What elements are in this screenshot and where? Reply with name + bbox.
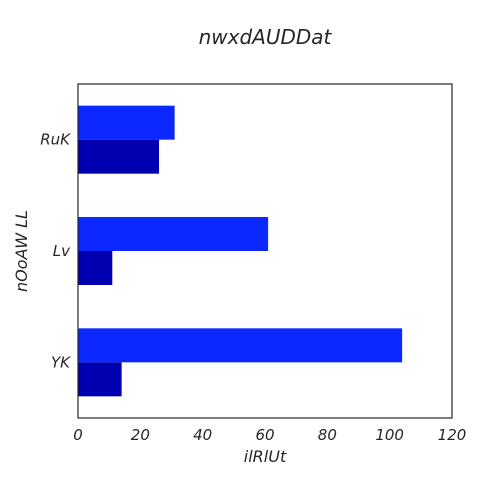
x-tick-label-80: 80 bbox=[318, 426, 337, 444]
x-tick-label-20: 20 bbox=[131, 426, 150, 444]
y-tick-label-ruk: RuK bbox=[40, 131, 71, 149]
bar-yk-series-1 bbox=[78, 328, 403, 363]
x-tick-label-60: 60 bbox=[255, 426, 274, 444]
y-tick-label-lv: Lv bbox=[53, 242, 71, 260]
chart-title: nwxdAUDDat bbox=[199, 25, 333, 49]
bar-lv-series-1 bbox=[78, 217, 269, 251]
bar-ruk-series-2 bbox=[78, 139, 160, 174]
x-tick-label-0: 0 bbox=[73, 426, 83, 444]
x-tick-label-120: 120 bbox=[438, 426, 467, 444]
y-axis-label: nOoAW LL bbox=[12, 210, 31, 292]
x-tick-label-40: 40 bbox=[193, 426, 212, 444]
bar-lv-series-2 bbox=[78, 251, 113, 285]
ticks-layer: RuK Lv YK 0 20 40 60 80 100 120 bbox=[40, 131, 466, 444]
bar-yk-series-2 bbox=[78, 362, 122, 397]
bars-layer bbox=[78, 105, 403, 397]
y-tick-label-yk: YK bbox=[51, 353, 71, 371]
bar-ruk-series-1 bbox=[78, 105, 175, 140]
x-axis-label: ilRlUt bbox=[244, 447, 287, 466]
x-tick-label-100: 100 bbox=[375, 426, 404, 444]
plot-frame bbox=[77, 83, 453, 419]
